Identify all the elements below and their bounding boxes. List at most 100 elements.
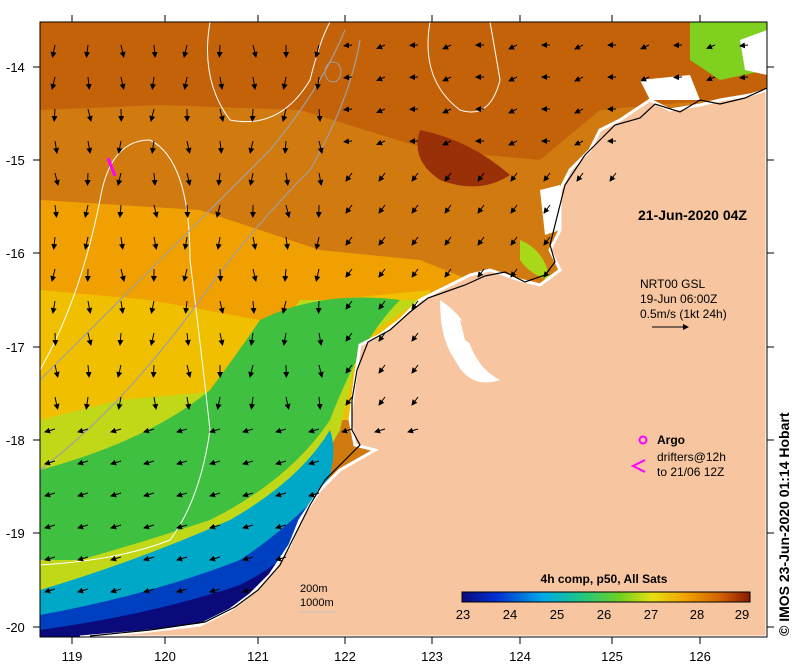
current-vector [444,172,452,182]
current-vector [218,108,225,122]
current-vector [510,172,518,182]
current-vector [83,236,90,250]
current-vector [275,459,287,466]
current-vector [411,236,419,246]
current-vector [378,364,386,374]
current-vector [477,204,485,214]
current-vector [251,44,258,58]
current-vector [444,236,452,246]
current-vector [143,555,155,562]
current-vector [508,44,518,50]
current-vector [411,172,419,182]
current-vector [343,106,353,113]
current-vector [184,332,191,346]
current-vector [275,523,287,530]
current-vector [378,204,386,214]
current-vector [345,300,353,310]
current-vector [53,140,60,154]
current-vector [149,300,156,314]
current-vector [143,491,155,498]
current-vector [411,204,419,214]
drifter-icon [630,459,646,473]
current-vector [77,555,89,562]
current-vector [143,587,155,594]
current-vector [308,459,320,466]
x-tick-label: 123 [421,649,443,664]
current-vector [209,587,221,594]
current-vector [242,459,254,466]
current-vector [706,43,716,50]
current-vector [378,268,386,278]
current-vector [152,204,159,218]
current-vector [209,555,221,562]
current-vector [44,587,56,594]
current-vector [182,268,189,282]
current-vector [110,491,122,498]
colorbar-tick: 28 [690,607,704,622]
current-vector [84,396,90,410]
current-vector [176,523,188,530]
current-vector [316,108,323,122]
current-vector [110,459,122,466]
current-vector [314,236,321,250]
current-vector [86,140,93,154]
current-vector [85,364,92,378]
current-vector [317,172,324,186]
current-vector [84,44,91,58]
current-vector [444,204,452,214]
current-vector [343,74,353,81]
current-vector [86,332,93,346]
current-vector [50,76,57,90]
current-vectors [44,42,749,594]
current-vector [317,332,324,346]
colorbar-tick: 25 [550,607,564,622]
y-tick-label: -19 [6,526,25,541]
current-vector [242,587,254,594]
current-vector [378,332,386,342]
colorbar-tick: 23 [456,607,470,622]
current-vector [477,268,485,278]
current-vector [284,204,291,218]
current-vector [574,140,584,146]
plot-frame [39,21,768,638]
current-vector [251,76,258,90]
current-vector [50,300,57,314]
current-vector [218,332,225,346]
current-vector [345,396,353,406]
isobath-legend: 200m 1000m [300,583,336,613]
current-vector [183,300,190,314]
current-vector [281,332,288,346]
colorbar-tick: 24 [503,607,517,622]
isobath-1000-label: 1000m [300,597,334,609]
current-vector [176,491,188,498]
current-vector [51,236,58,250]
current-vector [284,396,291,410]
current-vector [185,172,192,186]
current-vector [184,204,191,218]
currents-legend: NRT00 GSL 19-Jun 06:00Z 0.5m/s (1kt 24h) [640,277,727,330]
current-vector [44,427,56,434]
current-vector [543,204,551,214]
argo-label: Argo [657,433,685,447]
current-vector [176,555,188,562]
current-vector [444,268,452,278]
current-vector [576,172,584,182]
current-vector [149,108,156,122]
current-vector [275,555,287,562]
current-vector [218,300,225,314]
coastline [89,87,768,637]
current-vector [508,140,518,146]
current-vector [182,44,189,58]
current-vector [442,107,452,114]
drifter-track [106,157,117,177]
current-vector [411,268,419,278]
current-vector [442,75,452,82]
current-vector [283,236,290,250]
x-tick-label: 122 [334,649,356,664]
current-vector [251,268,258,282]
current-vector [217,268,224,282]
current-vector [345,364,353,374]
current-vector [248,364,255,378]
y-tick-label: -17 [6,340,25,355]
current-vector [543,236,551,246]
